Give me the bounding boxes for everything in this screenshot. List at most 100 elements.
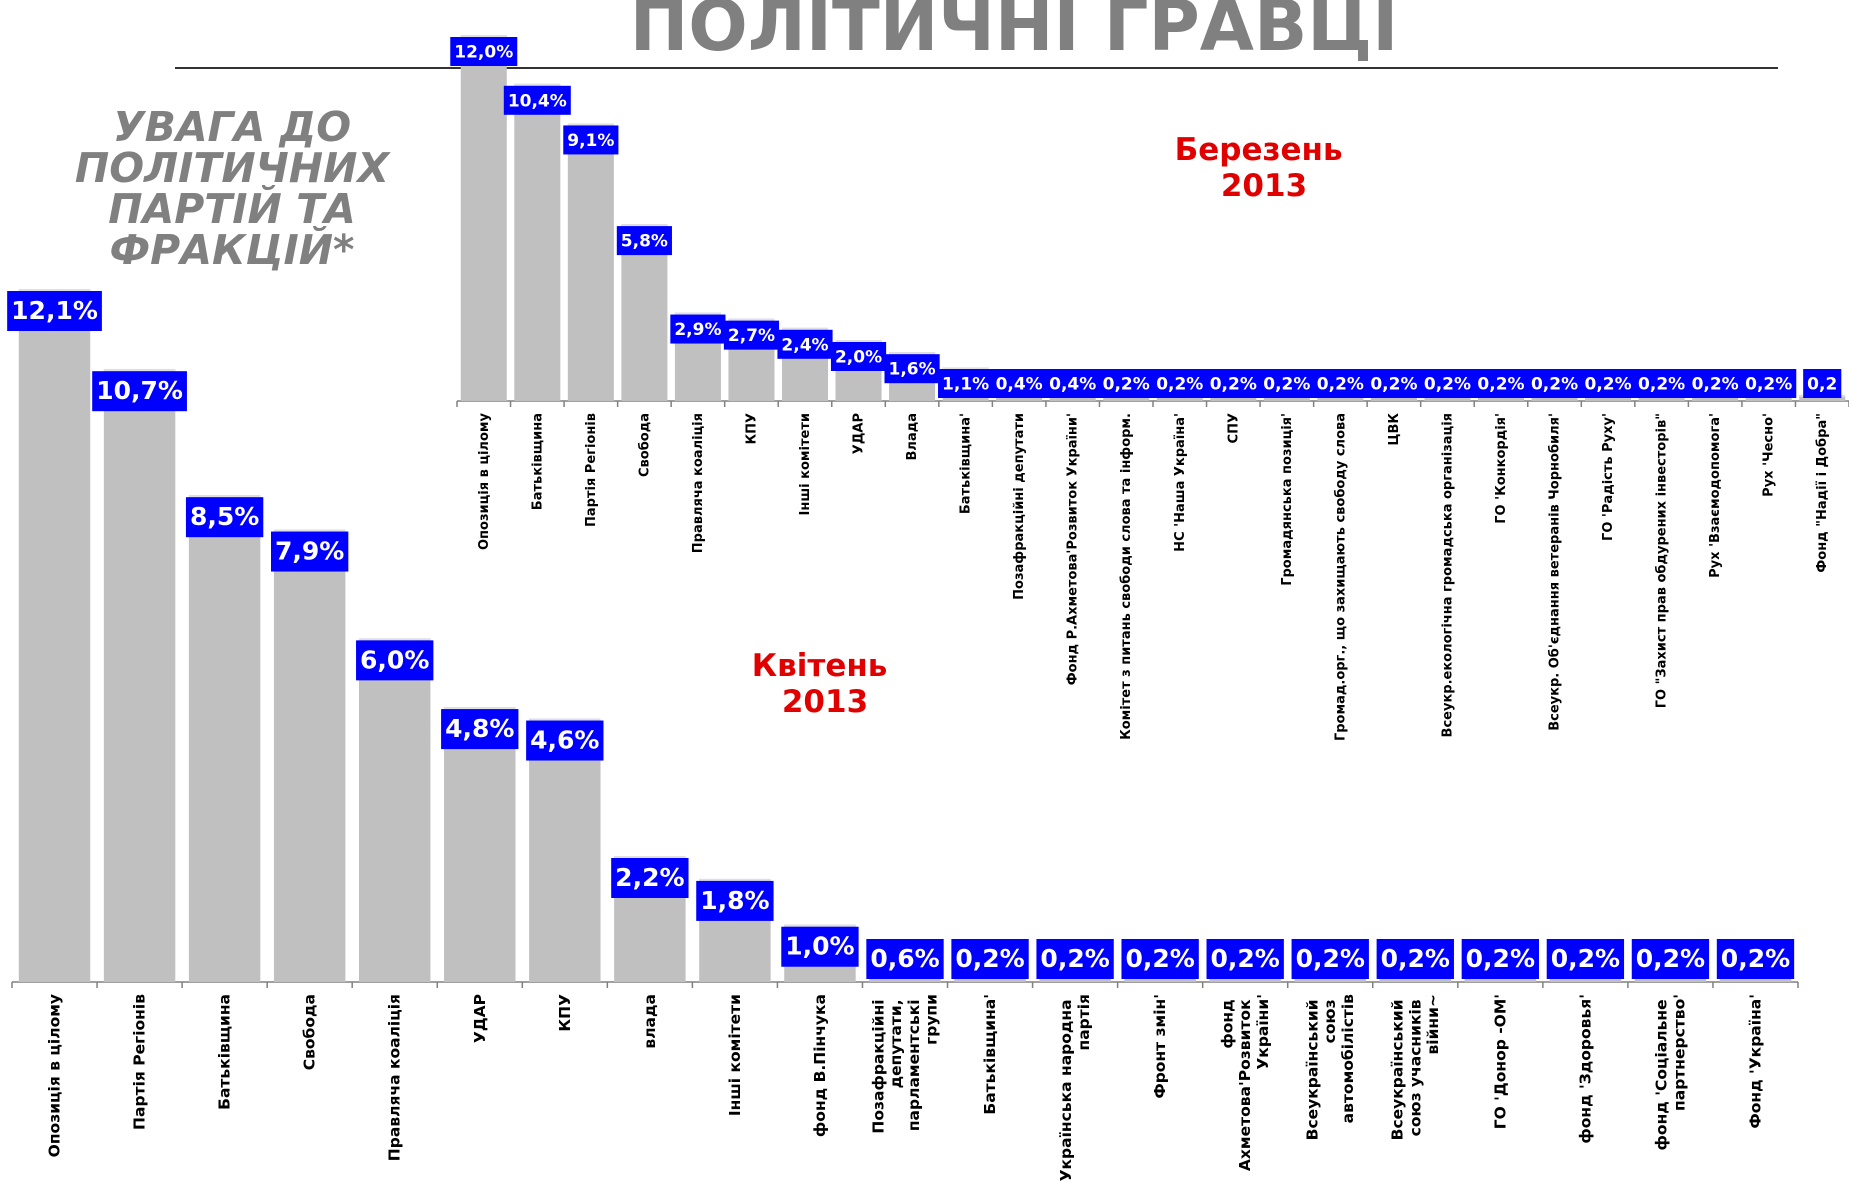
x-tick-label: ГО 'Конкордія' bbox=[1494, 413, 1509, 524]
x-tick-label: Партія Регіонів bbox=[130, 994, 148, 1130]
chart-title: Квітень 2013 bbox=[752, 648, 898, 720]
bar bbox=[18, 289, 91, 982]
bar-highlight bbox=[835, 340, 882, 342]
bar-highlight bbox=[889, 352, 936, 355]
bar-highlight bbox=[460, 35, 507, 37]
value-label-box bbox=[781, 926, 859, 967]
value-label: 0,2% bbox=[1466, 944, 1535, 973]
x-tick-label-group: влада bbox=[640, 994, 658, 1049]
bar-highlight bbox=[273, 529, 346, 532]
x-tick-label: влада bbox=[640, 994, 658, 1049]
x-tick-label: Свобода bbox=[300, 994, 318, 1070]
value-label-box bbox=[866, 939, 944, 979]
value-label: 12,1% bbox=[11, 296, 98, 325]
value-label: 10,4% bbox=[508, 91, 567, 111]
x-tick-label-group: Всеукр. Об'єднання ветеранів Чорнобиля' bbox=[1547, 413, 1562, 731]
value-label-box bbox=[1121, 939, 1199, 979]
value-label: 0,2% bbox=[1211, 944, 1280, 973]
value-label: 0,2% bbox=[1317, 375, 1364, 395]
value-label-box bbox=[185, 497, 264, 538]
value-label: 2,7% bbox=[728, 326, 775, 346]
x-tick-label: Позафракційні депутати, парламентські гр… bbox=[869, 994, 940, 1134]
x-tick-label-group: Фронт змін' bbox=[1151, 994, 1169, 1099]
x-tick-label: СПУ bbox=[1226, 413, 1241, 443]
x-tick-label: КПУ bbox=[744, 413, 759, 445]
bar-highlight bbox=[529, 718, 601, 721]
value-label: 0,2% bbox=[1638, 375, 1685, 395]
value-label: 0,2% bbox=[955, 944, 1024, 973]
x-tick-label-group: Батьківщина bbox=[530, 413, 545, 510]
value-label: 0,2% bbox=[1551, 944, 1620, 973]
value-label-box bbox=[670, 314, 726, 344]
value-label-box bbox=[1366, 369, 1422, 398]
bar bbox=[358, 638, 431, 982]
value-label: 2,0% bbox=[835, 348, 882, 368]
value-label: 0,2% bbox=[1125, 944, 1194, 973]
x-tick-label-group: фонд Ахметова'Розвиток України' bbox=[1218, 994, 1272, 1171]
value-label: 0,2 bbox=[1807, 375, 1837, 395]
x-tick-label: Влада bbox=[905, 413, 920, 460]
value-label-box bbox=[356, 640, 434, 681]
x-tick-label: ЦВК bbox=[1386, 413, 1401, 446]
bar-highlight bbox=[188, 495, 261, 498]
page-title: ПОЛІТИЧНІ ГРАВЦІ bbox=[630, 0, 1399, 67]
value-label: 6,0% bbox=[360, 645, 429, 674]
x-tick-label-group: Партія Регіонів bbox=[130, 994, 148, 1130]
x-tick-label-group: УДАР bbox=[470, 994, 488, 1043]
x-tick-label-group: Фонд "Надії і Добра" bbox=[1815, 413, 1830, 573]
value-label-box bbox=[503, 85, 571, 115]
x-tick-label-group: Рух 'Взаємодопомога' bbox=[1708, 413, 1723, 578]
value-label: 7,9% bbox=[275, 537, 344, 566]
value-label: 0,2% bbox=[1636, 944, 1705, 973]
x-tick-label: Партія Регіонів bbox=[583, 413, 598, 527]
bar-highlight bbox=[567, 123, 614, 126]
value-label-box bbox=[884, 354, 940, 384]
x-tick-label-group: УДАР bbox=[851, 413, 866, 454]
value-label: 9,1% bbox=[567, 131, 614, 151]
value-label-box bbox=[1546, 939, 1625, 979]
value-label: 0,2% bbox=[1296, 944, 1365, 973]
x-tick-label: Батьківщина' bbox=[958, 413, 973, 514]
value-label: 8,5% bbox=[190, 502, 259, 531]
x-tick-label-group: Фонд Р.Ахметова'Розвиток України' bbox=[1065, 413, 1080, 685]
x-tick-label: фонд 'Здоровья' bbox=[1576, 994, 1594, 1144]
value-label-box bbox=[270, 531, 349, 572]
x-tick-label: Опозиція в цілому bbox=[476, 412, 491, 550]
value-label-box bbox=[991, 369, 1047, 398]
value-label-box bbox=[1098, 369, 1154, 398]
value-label-box bbox=[616, 226, 672, 256]
subtitle-line: ПОЛІТИЧНИХ bbox=[75, 144, 392, 192]
value-label-box bbox=[1152, 369, 1208, 398]
value-label-box bbox=[1580, 369, 1636, 398]
x-tick-label: Свобода bbox=[637, 413, 652, 477]
x-tick-label: Фронт змін' bbox=[1151, 994, 1169, 1099]
x-tick-label: Всеукр.екологічна громадська організація bbox=[1440, 413, 1455, 737]
value-label: 0,2% bbox=[1692, 375, 1739, 395]
value-label: 0,2% bbox=[1745, 375, 1792, 395]
value-label: 2,9% bbox=[674, 320, 721, 340]
value-label-box bbox=[1461, 939, 1540, 979]
x-tick-label-group: Партія Регіонів bbox=[583, 413, 598, 527]
x-tick-label: Громад.орг., що захищають свободу слова bbox=[1333, 413, 1348, 741]
value-label: 1,0% bbox=[785, 932, 854, 961]
bar-highlight bbox=[728, 318, 775, 321]
x-tick-label: Позафракційні депутати bbox=[1012, 413, 1027, 600]
bar-highlight bbox=[781, 327, 829, 330]
value-label: 0,2% bbox=[1040, 944, 1109, 973]
bar-highlight bbox=[621, 224, 668, 227]
x-tick-label: Фонд "Надії і Добра" bbox=[1815, 413, 1830, 573]
bar-highlight bbox=[674, 312, 721, 315]
value-label: 0,2% bbox=[1103, 375, 1150, 395]
value-label: 0,2% bbox=[1477, 375, 1524, 395]
x-tick-label: Українська народна партія bbox=[1057, 994, 1093, 1181]
x-tick-label-group: ГО 'Донор -ОМ' bbox=[1491, 994, 1509, 1129]
value-label: 0,2% bbox=[1721, 944, 1790, 973]
value-label-box bbox=[441, 709, 519, 750]
x-tick-label: Рух 'Взаємодопомога' bbox=[1708, 413, 1723, 578]
x-tick-label: Батьківщина bbox=[530, 413, 545, 510]
value-label-box bbox=[1473, 369, 1529, 398]
bar bbox=[514, 83, 561, 402]
subtitle-line: УВАГА ДО bbox=[113, 103, 351, 151]
x-tick-label-group: ГО "Захист прав обдурених інвесторів" bbox=[1654, 413, 1669, 708]
